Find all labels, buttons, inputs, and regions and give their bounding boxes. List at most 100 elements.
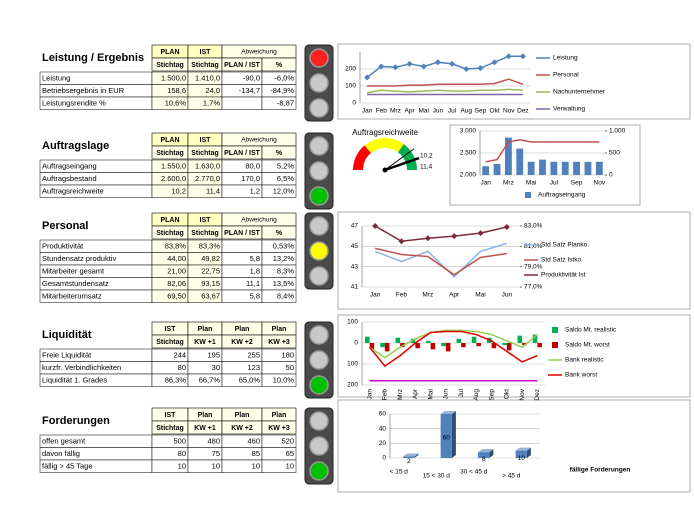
lamp xyxy=(309,98,329,118)
legend-swatch xyxy=(552,342,558,348)
table-value: 10,0% xyxy=(273,375,295,384)
header-label: Stichtag xyxy=(156,339,184,346)
row-label: kurzfr. Verbindlichkeiten xyxy=(42,363,121,372)
table-cell xyxy=(261,459,297,473)
table-value: 12,0% xyxy=(273,186,295,195)
row-label: Freie Liquidität xyxy=(42,350,92,359)
table-value: 49,82 xyxy=(201,254,220,263)
header-cell xyxy=(261,145,297,160)
section-title: Auftragslage xyxy=(42,140,109,152)
table-value: 21,00 xyxy=(167,266,186,275)
y-tick-label: 40 xyxy=(379,425,387,432)
row-label: davon fällig xyxy=(42,449,80,458)
table-value: 6,5% xyxy=(277,174,294,183)
header-label: % xyxy=(276,150,283,157)
header-label: Plan xyxy=(272,326,287,333)
marker xyxy=(449,60,456,67)
header-label: Stichtag xyxy=(191,230,219,237)
bar xyxy=(380,343,385,348)
x-tick-label: 15 < 30 d xyxy=(423,473,451,480)
lamp xyxy=(309,375,329,395)
table-value: 5,8 xyxy=(250,291,260,300)
table-value: 5,2% xyxy=(277,161,294,170)
x-tick-label: Jun xyxy=(433,108,444,115)
legend-label: Leistung xyxy=(553,55,578,62)
table-cell xyxy=(261,184,297,198)
x-tick-label: Mai xyxy=(419,108,429,115)
table-value: 11,4 xyxy=(206,186,220,195)
table-value: -6,0% xyxy=(274,73,294,82)
bar xyxy=(595,161,603,175)
table-value: 1.410,0 xyxy=(195,73,220,82)
header-label: IST xyxy=(200,49,212,56)
table-value: 0,53% xyxy=(273,241,295,250)
header-label: IST xyxy=(165,412,177,419)
table-value: 8,4% xyxy=(277,291,294,300)
x-tick-label: Jan xyxy=(366,389,373,400)
bar xyxy=(505,137,512,175)
header-label: Plan xyxy=(235,326,250,333)
table-value: 69,50 xyxy=(167,291,186,300)
row-label: Produktivität xyxy=(42,241,84,250)
table-value: 480 xyxy=(207,436,220,445)
table-value: 86,3% xyxy=(165,375,187,384)
row-label: Leistung xyxy=(42,73,70,82)
y2-tick-label: 500 xyxy=(609,150,620,157)
y2-tick-label: 0 xyxy=(609,172,613,179)
lamp xyxy=(309,461,329,481)
bar xyxy=(506,343,512,351)
x-tick-label: Jun xyxy=(443,389,450,400)
y-tick-label: 41 xyxy=(351,284,359,291)
x-tick-label: Mai xyxy=(475,292,485,299)
table-cell xyxy=(261,289,297,303)
x-tick-label: Sep xyxy=(571,180,583,187)
y-tick-label: 200 xyxy=(347,382,358,389)
table-value: 123 xyxy=(247,363,260,372)
header-label: KW +1 xyxy=(194,425,216,432)
gauge-title: Auftragsreichweite xyxy=(352,128,418,137)
header-label: PLAN / IST xyxy=(224,230,261,237)
table-value: 13,2% xyxy=(273,254,295,263)
table-value: 22,75 xyxy=(201,266,220,275)
header-cell xyxy=(261,334,297,349)
y-tick-label: 20 xyxy=(379,440,387,447)
x-tick-label: Apr xyxy=(412,388,419,399)
table-value: 80 xyxy=(178,449,186,458)
gauge-needle xyxy=(384,156,420,172)
table-value: 63,67 xyxy=(201,291,220,300)
header-label: KW +2 xyxy=(231,339,253,346)
table-value: 1.500,0 xyxy=(161,73,186,82)
bar xyxy=(516,148,524,175)
gauge-needle xyxy=(384,148,415,171)
lamp xyxy=(309,241,329,261)
table-value: 1.550,0 xyxy=(161,161,186,170)
section-title: Forderungen xyxy=(42,415,110,427)
bar xyxy=(527,161,535,175)
bar xyxy=(426,340,431,343)
bar-top xyxy=(440,411,456,414)
table-value: 170,0 xyxy=(241,174,260,183)
x-tick-label: Jul xyxy=(448,108,457,115)
bar xyxy=(515,450,527,458)
marker xyxy=(519,53,526,60)
x-tick-label: Jan xyxy=(362,108,373,115)
y-tick-label: 0 xyxy=(354,340,358,347)
bar xyxy=(539,159,546,175)
table-value: 460 xyxy=(247,436,260,445)
y-tick-label: 47 xyxy=(351,223,359,230)
header-label: Plan xyxy=(235,412,250,419)
lamp xyxy=(309,216,329,236)
table-value: -84,9% xyxy=(270,86,294,95)
header-label: Abweichung xyxy=(241,217,277,224)
table-value: -90,0 xyxy=(243,73,260,82)
table-value: 85 xyxy=(252,449,260,458)
bar xyxy=(584,161,592,175)
bar xyxy=(491,343,497,349)
bar xyxy=(522,343,527,346)
bar xyxy=(445,343,451,352)
line xyxy=(369,330,538,368)
table-value: 82,06 xyxy=(167,279,186,288)
y-tick-label: 45 xyxy=(351,243,359,250)
table-value: -8,87 xyxy=(277,98,294,107)
table-cell xyxy=(221,239,263,253)
